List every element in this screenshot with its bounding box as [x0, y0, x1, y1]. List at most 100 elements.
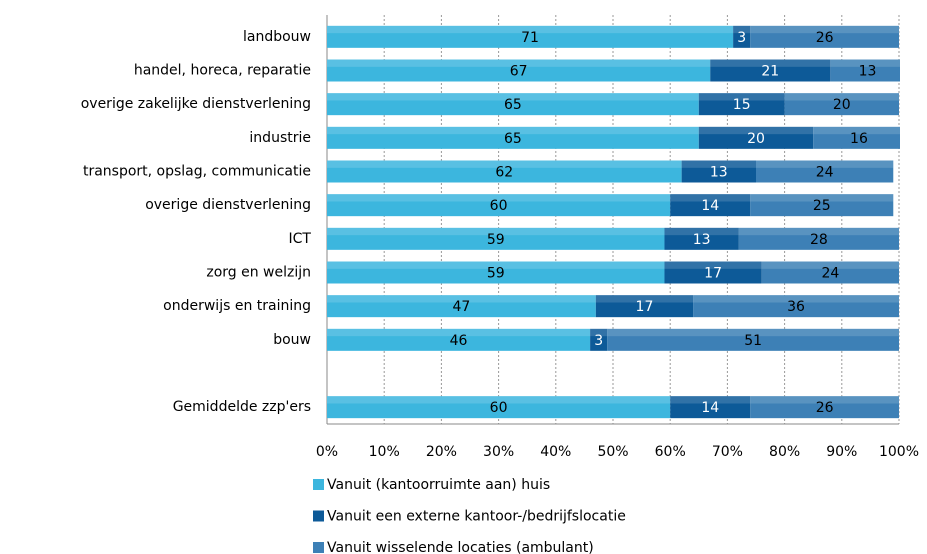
legend-label: Vanuit (kantoorruimte aan) huis — [327, 477, 550, 493]
x-tick-label: 40% — [540, 444, 571, 460]
bar-segment — [327, 261, 665, 284]
bar-highlight — [327, 227, 665, 236]
bar-highlight — [327, 59, 711, 67]
value-label: 60 — [490, 400, 508, 416]
legend-swatch — [313, 479, 324, 490]
bar-highlight — [327, 93, 699, 101]
bar-highlight — [327, 126, 699, 135]
bar-segment — [327, 25, 734, 48]
value-label: 24 — [816, 165, 834, 181]
bar-highlight — [813, 126, 900, 135]
bar-highlight — [327, 160, 682, 168]
value-label: 47 — [453, 299, 471, 315]
bar-segment — [750, 396, 899, 419]
value-label: 16 — [850, 131, 868, 147]
legend-label: Vanuit een externe kantoor-/bedrijfsloca… — [327, 509, 626, 525]
value-label: 65 — [504, 131, 522, 147]
value-label: 26 — [816, 30, 834, 46]
value-label: 36 — [787, 299, 805, 315]
value-label: 46 — [450, 333, 468, 349]
bar-highlight — [664, 261, 762, 269]
bar-highlight — [327, 328, 591, 337]
bar-segment — [813, 126, 900, 149]
grid — [326, 15, 900, 425]
x-tick-label: 50% — [597, 444, 628, 460]
bar-segment — [733, 25, 751, 48]
bar-segment — [327, 295, 596, 318]
value-label: 25 — [813, 198, 831, 214]
value-label: 59 — [487, 266, 505, 282]
bar-highlight — [698, 93, 785, 101]
x-tick-label: 10% — [369, 444, 400, 460]
bar-segment — [327, 160, 682, 183]
bar-segment — [327, 194, 671, 217]
bar-segment — [693, 295, 899, 318]
y-tick-label: landbouw — [243, 29, 311, 45]
bar-highlight — [327, 25, 734, 34]
value-label: 67 — [510, 64, 528, 80]
bar-segment — [595, 295, 694, 318]
bar-highlight — [830, 59, 900, 67]
bar-segment — [327, 328, 591, 351]
bar-segment — [670, 194, 751, 217]
x-tick-label: 90% — [826, 444, 857, 460]
bar-highlight — [761, 261, 899, 269]
y-tick-label: Gemiddelde zzp'ers — [173, 399, 311, 415]
y-tick-label: bouw — [273, 332, 311, 348]
value-label: 21 — [761, 64, 779, 80]
value-label: 62 — [495, 165, 513, 181]
value-label: 20 — [747, 131, 765, 147]
value-label: 71 — [521, 30, 539, 46]
bar-highlight — [750, 194, 894, 202]
bar-segment — [327, 59, 711, 82]
value-label: 60 — [490, 198, 508, 214]
bar-segment — [670, 396, 751, 419]
value-label: 24 — [821, 266, 839, 282]
bar-segment — [327, 93, 699, 116]
y-tick-label: ICT — [289, 231, 312, 247]
x-tick-label: 100% — [879, 444, 919, 460]
bar-segment — [750, 194, 894, 217]
bar-segment — [681, 160, 756, 183]
value-label: 17 — [704, 266, 722, 282]
y-tick-label: zorg en welzijn — [206, 265, 311, 281]
value-label: 3 — [737, 30, 746, 46]
value-label: 28 — [810, 232, 828, 248]
bar-highlight — [327, 396, 671, 404]
y-tick-label: onderwijs en training — [163, 298, 311, 314]
labels: 0% 10% 20% 30% 40% 50% 60% 70% 80% 90% 100% landbou… — [81, 29, 919, 554]
y-tick-label: handel, horeca, reparatie — [134, 63, 311, 79]
bar-highlight — [756, 160, 894, 168]
bar-highlight — [750, 396, 899, 404]
bar-segment — [590, 328, 608, 351]
y-tick-label: overige zakelijke dienstverlening — [81, 96, 311, 112]
bar-segment — [698, 126, 814, 149]
bar-highlight — [710, 59, 831, 67]
value-label: 14 — [701, 198, 719, 214]
bar-segment — [607, 328, 899, 351]
value-label: 20 — [833, 97, 851, 113]
value-label: 13 — [710, 165, 728, 181]
bar-segment — [327, 396, 671, 419]
value-label: 26 — [816, 400, 834, 416]
bar-segment — [830, 59, 900, 82]
legend-swatch — [313, 542, 324, 553]
bar-highlight — [681, 160, 756, 168]
y-tick-label: industrie — [249, 130, 311, 146]
bar-segment — [750, 25, 899, 48]
bar-segment — [698, 93, 785, 116]
value-label: 14 — [701, 400, 719, 416]
bar-segment — [327, 126, 699, 149]
bar-segment — [784, 93, 899, 116]
value-label: 13 — [859, 64, 877, 80]
value-label: 51 — [744, 333, 762, 349]
value-label: 3 — [594, 333, 603, 349]
bar-highlight — [670, 194, 751, 202]
x-tick-label: 60% — [655, 444, 686, 460]
value-label: 65 — [504, 97, 522, 113]
bar-highlight — [664, 227, 739, 236]
bar-highlight — [738, 227, 899, 236]
bar-segment — [664, 261, 762, 284]
legend-label: Vanuit wisselende locaties (ambulant) — [327, 540, 594, 554]
legend-swatch — [313, 510, 324, 522]
